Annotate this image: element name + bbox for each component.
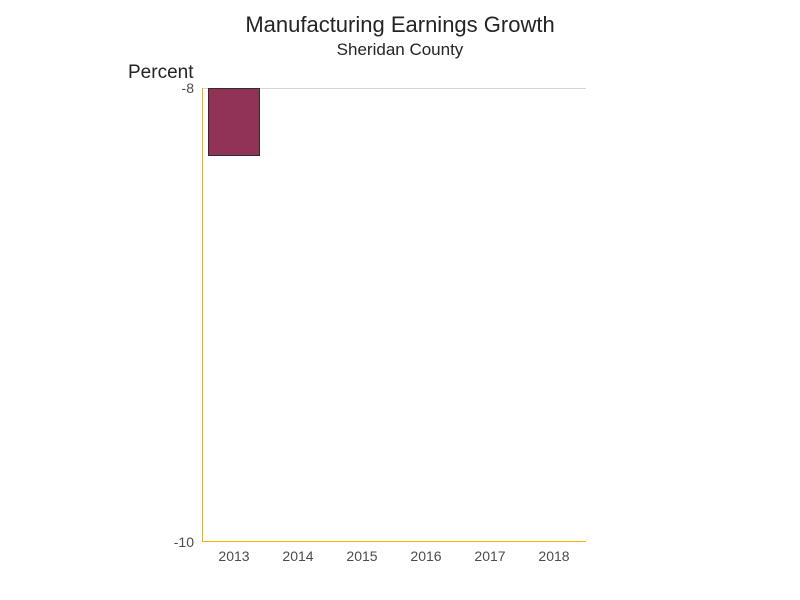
- bar: [208, 88, 260, 156]
- y-axis-line: [202, 88, 203, 542]
- x-tick-label: 2016: [410, 548, 441, 564]
- x-tick-label: 2018: [538, 548, 569, 564]
- x-tick-label: 2017: [474, 548, 505, 564]
- chart-title: Manufacturing Earnings Growth: [0, 12, 800, 38]
- x-ticks: 2013 2014 2015 2016 2017 2018: [202, 542, 586, 566]
- x-tick-label: 2015: [346, 548, 377, 564]
- chart-container: Manufacturing Earnings Growth Sheridan C…: [0, 0, 800, 600]
- x-tick-label: 2014: [282, 548, 313, 564]
- x-tick-label: 2013: [218, 548, 249, 564]
- y-tick-label: -8: [182, 80, 202, 96]
- chart-subtitle: Sheridan County: [0, 40, 800, 60]
- plot-area: 201320142015201620172018 -8-10: [202, 88, 586, 542]
- y-tick-label: -10: [174, 534, 202, 550]
